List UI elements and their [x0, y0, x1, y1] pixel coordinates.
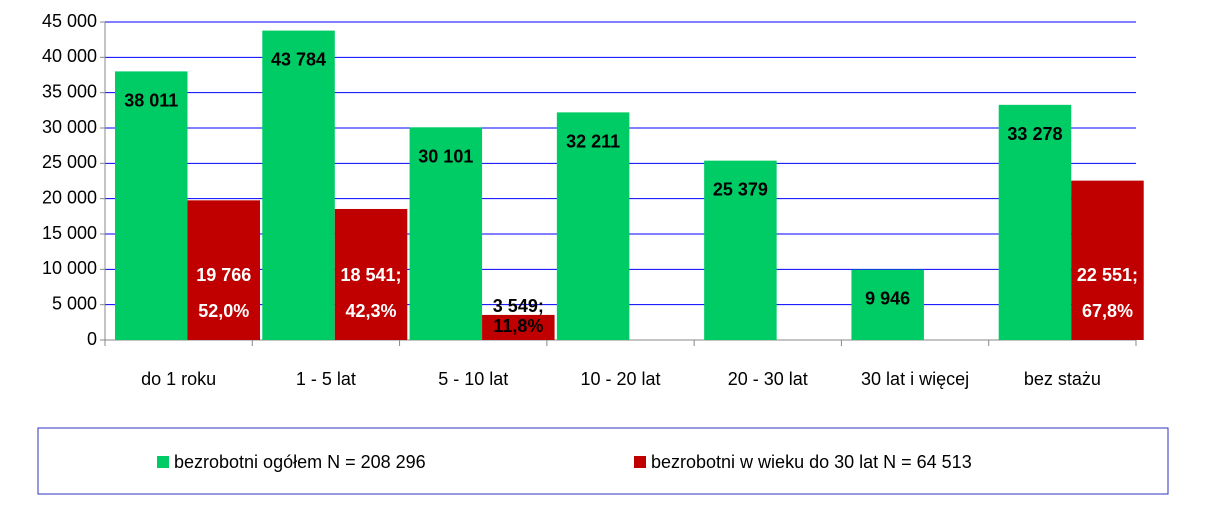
data-label: 38 011 — [124, 90, 178, 110]
y-tick-label: 40 000 — [42, 46, 97, 66]
data-label: 33 278 — [1007, 124, 1062, 144]
bar — [262, 30, 335, 340]
bar — [556, 112, 630, 340]
data-label-line: 11,8% — [493, 316, 543, 336]
y-tick-label: 10 000 — [42, 258, 97, 278]
legend-label: bezrobotni ogółem N = 208 296 — [174, 452, 426, 472]
x-tick-label: 20 - 30 lat — [728, 369, 808, 389]
legend-swatch — [634, 456, 646, 468]
data-label-line: 32 211 — [566, 131, 620, 151]
data-label-line: 38 011 — [124, 90, 178, 110]
y-tick-label: 20 000 — [42, 187, 97, 207]
x-tick-label: do 1 roku — [141, 369, 216, 389]
data-label: 19 766 52,0% — [196, 265, 251, 321]
y-tick-label: 0 — [87, 329, 97, 349]
data-label-line: 42,3% — [346, 301, 397, 321]
x-tick-label: bez stażu — [1024, 369, 1101, 389]
y-tick-label: 5 000 — [52, 293, 97, 313]
data-label: 9 946 — [865, 288, 910, 308]
bar — [998, 104, 1072, 340]
data-label-line: 30 101 — [418, 146, 473, 166]
y-tick-label: 35 000 — [42, 81, 97, 101]
data-label-line: 22 551; — [1077, 265, 1138, 285]
x-tick-label: 5 - 10 lat — [438, 369, 508, 389]
y-tick-label: 15 000 — [42, 223, 97, 243]
x-tick-label: 30 lat i więcej — [861, 369, 969, 389]
data-label-line: 67,8% — [1082, 301, 1133, 321]
data-label: 3 549; 11,8% — [493, 296, 544, 336]
bar — [482, 314, 555, 340]
legend-label: bezrobotni w wieku do 30 lat N = 64 513 — [651, 452, 972, 472]
data-label-line: 9 946 — [865, 288, 910, 308]
x-tick-label: 10 - 20 lat — [580, 369, 660, 389]
data-label-line: 19 766 — [196, 265, 251, 285]
bar — [187, 200, 260, 340]
bar — [851, 269, 924, 340]
data-label-line: 43 784 — [271, 49, 326, 69]
data-label: 22 551; 67,8% — [1077, 265, 1138, 321]
legend-box — [37, 427, 1169, 495]
bar — [334, 208, 408, 340]
bar — [1071, 180, 1144, 340]
data-label: 18 541; 42,3% — [341, 265, 402, 321]
data-label: 32 211 — [566, 131, 620, 151]
data-label-line: 25 379 — [713, 179, 768, 199]
data-label: 25 379 — [713, 179, 768, 199]
y-tick-label: 30 000 — [42, 117, 97, 137]
y-tick-label: 25 000 — [42, 152, 97, 172]
data-label-line: 3 549; — [493, 296, 544, 316]
bar — [704, 160, 777, 340]
bar — [115, 71, 188, 341]
y-tick-label: 45 000 — [42, 11, 97, 31]
data-label: 30 101 — [418, 146, 473, 166]
data-label-line: 33 278 — [1007, 124, 1062, 144]
data-label-line: 18 541; — [341, 265, 402, 285]
x-tick-label: 1 - 5 lat — [296, 369, 356, 389]
bar — [409, 127, 483, 340]
data-label: 43 784 — [271, 49, 326, 69]
legend-swatch — [157, 456, 169, 468]
data-label-line: 52,0% — [198, 301, 249, 321]
